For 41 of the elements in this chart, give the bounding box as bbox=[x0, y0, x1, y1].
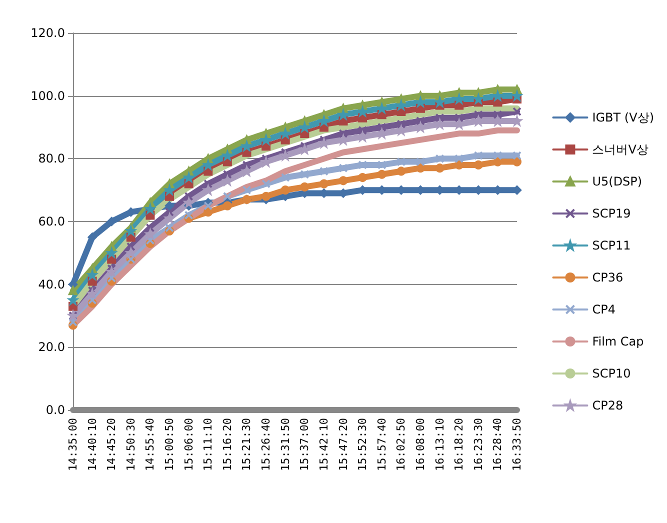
legend-label: SCP19 bbox=[592, 206, 631, 220]
y-tick-label: 0.0 bbox=[46, 403, 65, 417]
x-tick-label: 16:08:00 bbox=[414, 418, 427, 471]
legend-label: IGBT (V상) bbox=[592, 110, 654, 124]
x-tick-label: 15:26:40 bbox=[260, 418, 273, 471]
legend-label: SCP11 bbox=[592, 238, 631, 252]
x-tick-label: 16:28:40 bbox=[491, 418, 504, 471]
legend-label: 스너버V상 bbox=[592, 142, 648, 156]
x-tick-label: 15:00:50 bbox=[163, 418, 176, 471]
x-tick-label: 14:50:30 bbox=[124, 418, 138, 471]
y-tick-label: 20.0 bbox=[38, 340, 65, 354]
legend-label: Film Cap bbox=[592, 334, 644, 348]
x-tick-label: 16:13:10 bbox=[433, 418, 446, 471]
x-tick-label: 15:57:40 bbox=[375, 418, 388, 471]
x-tick-label: 15:52:30 bbox=[356, 418, 370, 471]
y-tick-label: 40.0 bbox=[38, 277, 65, 292]
y-tick-label: 100.0 bbox=[30, 88, 65, 103]
x-tick-label: 15:16:20 bbox=[220, 418, 234, 471]
legend-label: CP28 bbox=[592, 398, 624, 412]
x-tick-label: 15:06:00 bbox=[182, 418, 196, 471]
x-tick-label: 14:40:10 bbox=[86, 418, 99, 471]
x-tick-label: 16:02:50 bbox=[394, 418, 408, 471]
x-tick-label: 15:47:20 bbox=[336, 418, 350, 471]
x-tick-label: 15:42:10 bbox=[317, 418, 330, 471]
legend-label: U5(DSP) bbox=[592, 174, 642, 188]
legend-label: CP36 bbox=[592, 270, 624, 284]
x-tick-label: 14:35:00 bbox=[66, 418, 80, 471]
x-tick-label: 14:45:20 bbox=[105, 418, 118, 471]
x-tick-label: 15:31:50 bbox=[278, 418, 292, 471]
y-tick-label: 80.0 bbox=[38, 152, 65, 166]
y-tick-label: 60.0 bbox=[38, 214, 65, 228]
x-tick-label: 16:23:30 bbox=[472, 418, 485, 471]
legend-label: CP4 bbox=[592, 302, 616, 316]
x-tick-label: 16:33:50 bbox=[510, 418, 524, 471]
x-tick-label: 16:18:20 bbox=[452, 418, 466, 471]
legend-label: SCP10 bbox=[592, 366, 631, 380]
y-tick-label: 120.0 bbox=[30, 26, 65, 40]
x-tick-label: 15:11:10 bbox=[202, 418, 215, 471]
x-tick-label: 15:37:00 bbox=[298, 418, 312, 471]
x-tick-label: 15:21:30 bbox=[240, 418, 254, 471]
x-tick-label: 14:55:40 bbox=[144, 418, 157, 471]
